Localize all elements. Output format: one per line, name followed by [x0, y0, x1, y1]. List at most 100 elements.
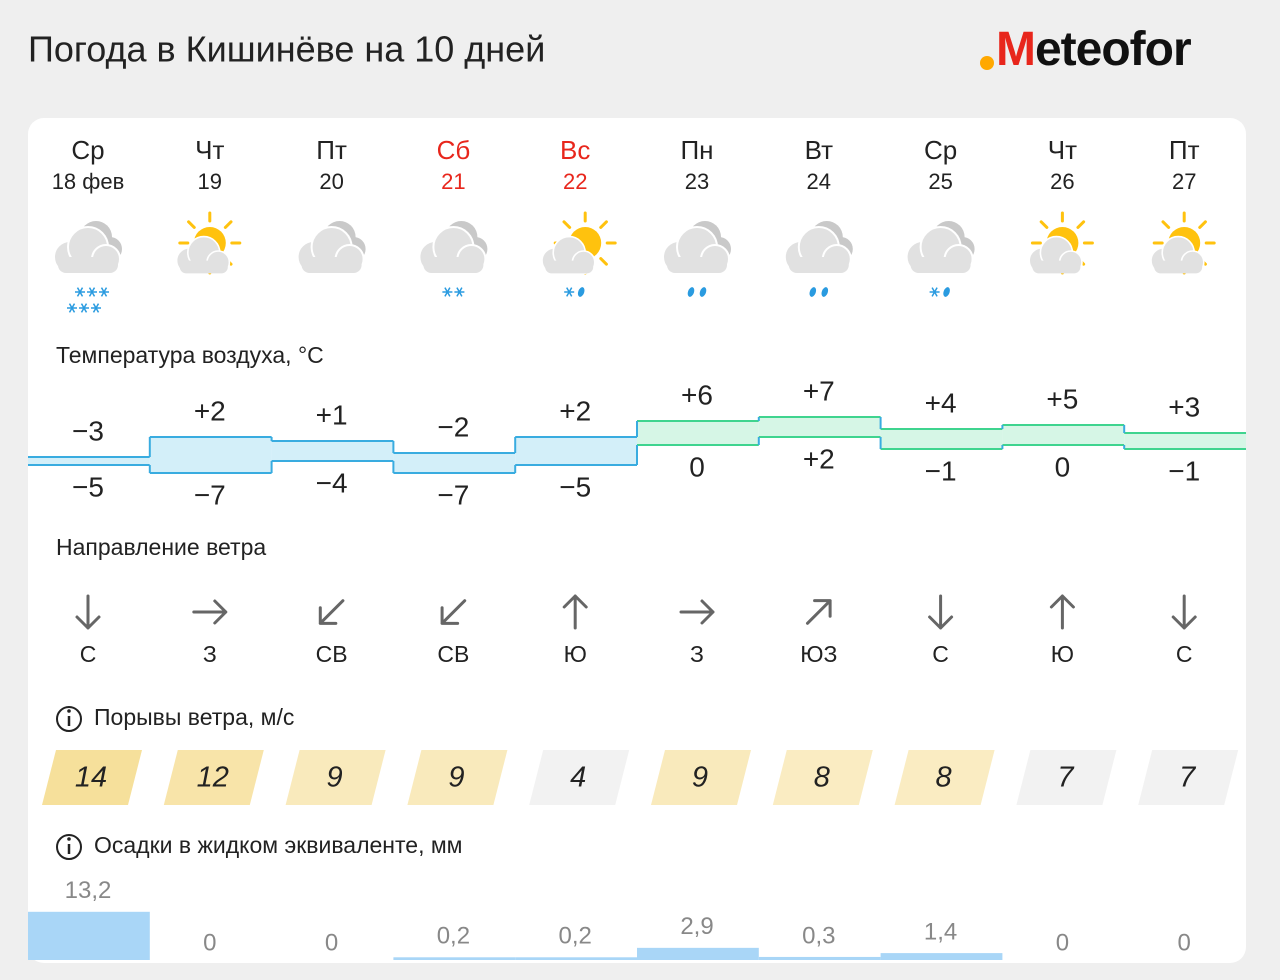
gust-value: 9 — [327, 762, 343, 794]
weather-icon — [1150, 211, 1216, 275]
snowflake — [444, 287, 451, 297]
gust-box — [42, 750, 142, 805]
precipitation-value: 0 — [203, 929, 216, 956]
date: 21 — [441, 169, 465, 194]
temperature-max: +2 — [559, 395, 591, 426]
gust-box — [1138, 750, 1239, 805]
raindrop — [943, 287, 950, 297]
snowflake — [92, 303, 100, 313]
temperature-max: +1 — [316, 399, 348, 430]
wind-arrow-shape — [679, 599, 715, 625]
gust-box — [772, 750, 873, 805]
wind-direction: С — [932, 641, 949, 667]
gust-box — [163, 750, 264, 805]
wind-direction: Ю — [1051, 641, 1074, 667]
weekday: Сб — [437, 135, 471, 165]
precipitation-bar — [28, 911, 150, 960]
precipitation-value: 0,2 — [437, 923, 470, 950]
raindrop — [699, 287, 707, 297]
cloud-part — [1032, 260, 1081, 274]
wind-arrow-shape — [75, 594, 101, 630]
weekday: Вт — [805, 135, 833, 165]
weekday: Ср — [71, 135, 104, 165]
cloud — [783, 221, 853, 274]
temperature-min: −7 — [437, 479, 469, 510]
page-title: Погода в Кишинёве на 10 дней — [28, 29, 545, 70]
date: 27 — [1172, 169, 1196, 194]
cloud-part — [910, 257, 971, 273]
temperature-min: −1 — [1168, 455, 1200, 486]
wind-direction: СВ — [437, 641, 469, 667]
sun-ray — [1039, 220, 1049, 229]
weekday: Пт — [316, 135, 347, 165]
weather-icon — [1028, 211, 1094, 275]
wind-arrow — [805, 599, 832, 625]
wind-arrow-shape — [318, 599, 345, 625]
wind-direction: С — [80, 641, 97, 667]
info-icon — [56, 706, 82, 732]
snowflake — [931, 287, 938, 297]
cloud — [1150, 235, 1205, 275]
snowflake — [76, 287, 84, 297]
precipitation-value: 0,3 — [802, 922, 835, 949]
sun-ray — [562, 220, 572, 229]
date: 19 — [198, 169, 222, 194]
wind-gusts-title: Порывы ветра, м/с — [94, 704, 294, 730]
temperature-min: −5 — [72, 471, 104, 502]
wind-arrow-shape — [440, 599, 467, 625]
wind-direction: СВ — [316, 641, 348, 667]
weather-icon — [296, 221, 366, 274]
temperature-band — [393, 453, 516, 473]
snowflake — [566, 287, 573, 297]
snowflake — [88, 287, 96, 297]
snowflake — [68, 303, 76, 313]
cloud — [296, 221, 366, 274]
gust-value: 14 — [75, 762, 107, 794]
temperature-band — [758, 417, 881, 437]
date: 24 — [807, 169, 831, 194]
temperature-min: 0 — [689, 451, 705, 482]
temperature-band — [1002, 425, 1125, 445]
cloud — [662, 221, 731, 274]
precipitation-value: 0,2 — [559, 923, 592, 950]
weekday: Пн — [680, 135, 713, 165]
precipitation-bar — [393, 957, 516, 960]
precipitation-bar — [637, 947, 759, 960]
temperature-max: +4 — [925, 387, 957, 418]
cloud — [541, 235, 596, 275]
weekday: Ср — [924, 135, 957, 165]
temperature-min: −1 — [925, 455, 957, 486]
gust-box — [407, 750, 508, 805]
date: 25 — [928, 169, 952, 194]
date: 26 — [1050, 169, 1074, 194]
cloud-part — [788, 257, 849, 273]
weekday: Чт — [1048, 135, 1077, 165]
weather-icon — [541, 211, 617, 297]
sun-ray — [1161, 220, 1171, 229]
sun-ray — [599, 257, 608, 266]
precipitation-bar — [880, 953, 1003, 960]
wind-direction: ЮЗ — [800, 641, 837, 667]
sun-ray — [1198, 220, 1207, 229]
wind-arrow — [192, 599, 228, 625]
gust-box — [529, 750, 630, 805]
gust-value: 9 — [448, 762, 464, 794]
snowflake — [80, 303, 88, 313]
wind-arrow — [75, 594, 101, 630]
weather-icon — [783, 221, 853, 297]
temperature-min: 0 — [1055, 451, 1071, 482]
temperature-band — [28, 457, 150, 465]
weather-icon — [905, 221, 975, 297]
temperature-max: −3 — [72, 415, 104, 446]
raindrop — [577, 287, 585, 297]
cloud-part — [58, 257, 118, 273]
temperature-min: −7 — [194, 479, 226, 510]
wind-direction: Ю — [564, 641, 587, 667]
wind-arrow-shape — [805, 599, 832, 625]
gust-box — [1016, 750, 1117, 805]
date: 20 — [319, 169, 343, 194]
cloud-part — [179, 260, 228, 274]
temperature-band — [149, 437, 272, 473]
